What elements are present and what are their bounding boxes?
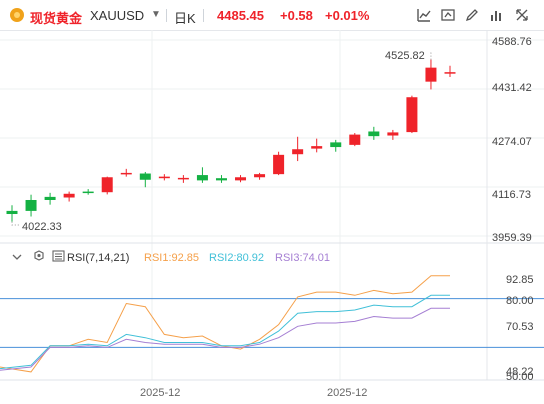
header-border [0, 30, 544, 31]
trend-chart-icon[interactable] [415, 6, 433, 24]
header-divider [166, 9, 167, 22]
rsi-axis-label: 80.00 [506, 295, 534, 307]
candle-body [273, 154, 285, 175]
price-axis-label: 4274.07 [492, 136, 532, 148]
candle-body [425, 67, 437, 82]
rsi-line-rsi3 [0, 307, 450, 371]
rsi1-value: RSI1:92.85 [144, 252, 199, 264]
gear-icon[interactable] [34, 250, 44, 261]
symbol-dropdown-chevron-icon[interactable]: ▼ [151, 9, 161, 20]
candle-body [330, 142, 342, 148]
rsi-axis-label: 48.22 [506, 366, 534, 378]
price-axis-label: 4588.76 [492, 36, 532, 48]
low-marker-leader [11, 221, 20, 226]
time-axis-label: 2025-12 [140, 387, 180, 399]
high-marker-leader [430, 52, 433, 60]
collapse-chevron-icon[interactable] [12, 254, 22, 260]
price-change: +0.58 [280, 8, 313, 23]
high-price-marker: 4525.82 [385, 50, 425, 62]
candle-body [44, 196, 56, 200]
last-price: 4485.45 [217, 8, 264, 23]
gold-coin-icon [10, 8, 24, 22]
time-axis-label: 2025-12 [327, 387, 367, 399]
candle-body [368, 131, 380, 137]
compare-icon[interactable] [439, 6, 457, 24]
rsi2-value: RSI2:80.92 [209, 252, 264, 264]
price-change-percent: +0.01% [325, 8, 370, 23]
draw-tool-icon[interactable] [463, 6, 481, 24]
candle-body [196, 175, 208, 181]
candle-body [158, 176, 170, 179]
candle-body [63, 193, 75, 198]
candle-body [82, 191, 94, 194]
rsi-line-rsi1 [0, 275, 450, 373]
candle-body [444, 72, 456, 74]
price-axis-label: 3959.39 [492, 232, 532, 244]
timeframe-selector[interactable]: 日K [174, 11, 196, 26]
candle-body [6, 210, 18, 215]
candle-body [177, 177, 189, 180]
candle-body [311, 146, 323, 149]
candle-body [25, 199, 37, 211]
rsi-axis-label: 92.85 [506, 274, 534, 286]
candle-body [254, 174, 266, 178]
expand-icon[interactable] [513, 6, 531, 24]
low-price-marker: 4022.33 [22, 221, 62, 233]
indicator-list-icon[interactable] [52, 250, 65, 262]
indicator-icon[interactable] [487, 6, 505, 24]
instrument-name[interactable]: 现货黄金 [30, 11, 83, 26]
candle-body [235, 177, 247, 181]
rsi-line-rsi2 [0, 294, 450, 370]
rsi-axis-label: 70.53 [506, 321, 534, 333]
candle-body [349, 134, 361, 145]
candle-body [215, 178, 227, 181]
chart-header: 现货黄金 XAUUSD ▼ 日K 4485.45 +0.58 +0.01% [0, 0, 544, 30]
price-axis-label: 4116.73 [492, 189, 531, 201]
candle-body [101, 177, 113, 193]
candle-body [139, 173, 151, 180]
candle-body [406, 97, 418, 133]
candle-body [292, 149, 304, 155]
symbol-code[interactable]: XAUUSD [90, 8, 145, 23]
rsi-label[interactable]: RSI(7,14,21) [67, 252, 129, 264]
rsi3-value: RSI3:74.01 [275, 252, 330, 264]
candle-body [387, 132, 399, 136]
rsi-axis-label: 50.00 [506, 371, 534, 383]
price-axis-label: 4431.42 [492, 82, 532, 94]
candle-body [120, 172, 132, 175]
rsi-legend: RSI(7,14,21) RSI1:92.85 RSI2:80.92 RSI3:… [12, 250, 330, 264]
header-divider [203, 9, 204, 22]
